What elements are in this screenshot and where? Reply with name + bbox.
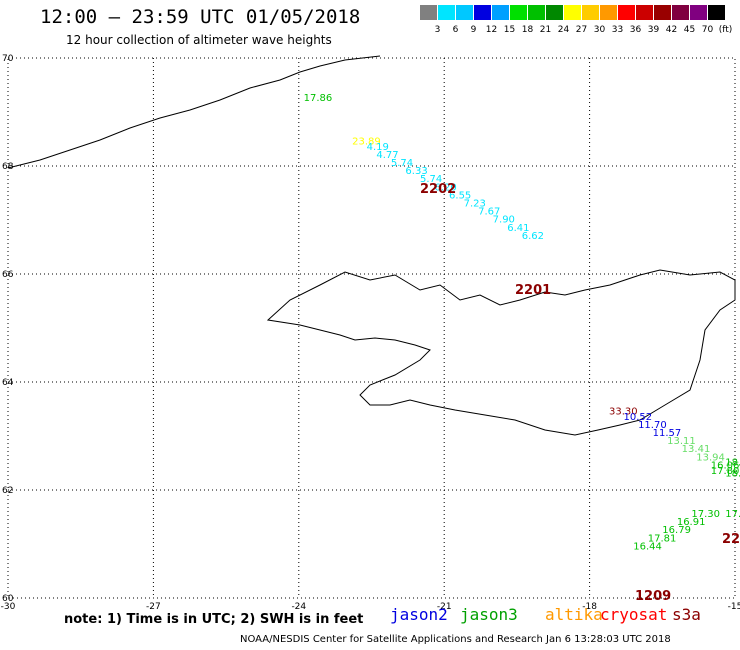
x-tick-label: -18: [582, 602, 597, 612]
track-time-label: 2201: [515, 283, 551, 298]
scale-label: 6: [452, 25, 459, 35]
scale-swatch: [672, 5, 689, 20]
x-tick-label: -30: [1, 602, 16, 612]
scale-swatch: [492, 5, 509, 20]
track-time-label: 1209: [635, 589, 671, 604]
scale-label: 21: [539, 25, 552, 35]
legend-jason2: jason2: [390, 605, 448, 624]
scale-label: 12: [485, 25, 498, 35]
axis-ticks: -30 -27 -24 -21 -18 -15 70 68 66 64 62 60: [1, 54, 740, 612]
y-tick-label: 64: [2, 378, 14, 388]
scale-swatch: [654, 5, 671, 20]
footer-credit: NOAA/NESDIS Center for Satellite Applica…: [240, 634, 671, 645]
swh-value: 16.79: [662, 525, 691, 536]
swh-value: 18.39: [725, 458, 740, 469]
observation-labels: 17.8623.894.194.775.746.335.746.206.557.…: [304, 93, 740, 552]
x-tick-label: -21: [437, 602, 452, 612]
scale-label: 9: [470, 25, 477, 35]
scale-label: 24: [557, 25, 570, 35]
swh-value: 18.87: [725, 469, 740, 480]
swh-value: 13.41: [682, 444, 711, 455]
x-tick-label: -24: [291, 602, 306, 612]
swh-value: 13.11: [667, 436, 696, 447]
swh-value: 17.86: [304, 93, 333, 104]
swh-value: 10.52: [624, 412, 653, 423]
swh-value: 6.20: [435, 182, 457, 193]
swh-value: 17.81: [648, 533, 677, 544]
scale-swatch: [420, 5, 437, 20]
y-tick-label: 62: [2, 486, 13, 496]
scale-swatch: [546, 5, 563, 20]
scale-label: 36: [629, 25, 642, 35]
swh-value: 17.80: [711, 466, 740, 477]
legend-altika: altika: [545, 605, 603, 624]
y-tick-label: 70: [2, 54, 14, 64]
swh-value: 11.57: [653, 428, 682, 439]
swh-value: 33.30: [609, 406, 638, 417]
swh-value: 7.67: [478, 207, 500, 218]
track-time-label: 2202: [420, 182, 456, 197]
swh-value: 16.91: [677, 517, 706, 528]
swh-value: 23.89: [352, 136, 381, 147]
y-tick-label: 60: [2, 594, 14, 604]
scale-label: 39: [647, 25, 660, 35]
swh-value: 17.01: [725, 509, 740, 520]
map-frame: [7, 57, 736, 599]
scale-label: 18: [521, 25, 534, 35]
swh-value: 4.77: [376, 150, 398, 161]
scale-label: 70: [701, 25, 714, 35]
track-labels: 2202 2201 1209 22: [420, 182, 740, 604]
map-title: 12:00 – 23:59 UTC 01/05/2018: [40, 6, 361, 28]
scale-swatch: [528, 5, 545, 20]
legend-jason3: jason3: [460, 605, 518, 624]
scale-swatch: [618, 5, 635, 20]
note-text: note: 1) Time is in UTC; 2) SWH is in fe…: [64, 612, 364, 627]
scale-swatch: [474, 5, 491, 20]
swh-value: 6.55: [449, 190, 471, 201]
swh-value: 5.74: [391, 158, 413, 169]
swh-value: 6.62: [522, 231, 544, 242]
scale-label: 33: [611, 25, 624, 35]
swh-value: 7.23: [464, 199, 486, 210]
scale-swatch: [600, 5, 617, 20]
legend-cryosat: cryosat: [600, 605, 668, 624]
x-tick-label: -27: [146, 602, 161, 612]
iceland-coast: [266, 269, 736, 436]
scale-label: 27: [575, 25, 588, 35]
legend-s3a: s3a: [672, 605, 701, 624]
swh-value: 16.06: [711, 460, 740, 471]
scale-swatch: [456, 5, 473, 20]
greenland-coast: [7, 55, 381, 169]
swh-value: 17.30: [691, 509, 720, 520]
x-tick-label: -15: [728, 602, 740, 612]
swh-value: 6.41: [507, 223, 529, 234]
scale-label: 45: [683, 25, 696, 35]
scale-label: 30: [593, 25, 606, 35]
scale-swatch: [708, 5, 725, 20]
map-grid: [7, 57, 736, 599]
swh-value: 16.44: [633, 541, 662, 552]
scale-label: 3: [434, 25, 441, 35]
scale-swatch: [690, 5, 707, 20]
swh-value: 7.90: [493, 215, 515, 226]
scale-label: 15: [503, 25, 516, 35]
scale-swatch: [636, 5, 653, 20]
swh-value: 4.19: [367, 142, 389, 153]
swh-value: 11.70: [638, 420, 667, 431]
scale-swatch: [438, 5, 455, 20]
scale-swatch: [510, 5, 527, 20]
track-time-label: 22: [722, 532, 740, 547]
swh-value: 6.33: [405, 166, 427, 177]
swh-value: 13.94: [696, 452, 725, 463]
scale-label: 42: [665, 25, 678, 35]
y-tick-label: 68: [2, 162, 14, 172]
scale-label: (ft): [718, 25, 733, 35]
y-tick-label: 66: [2, 270, 14, 280]
map-subtitle: 12 hour collection of altimeter wave hei…: [66, 33, 332, 47]
scale-swatch: [582, 5, 599, 20]
coastline: [7, 55, 736, 436]
scale-swatch: [564, 5, 581, 20]
swh-value: 5.74: [420, 174, 442, 185]
